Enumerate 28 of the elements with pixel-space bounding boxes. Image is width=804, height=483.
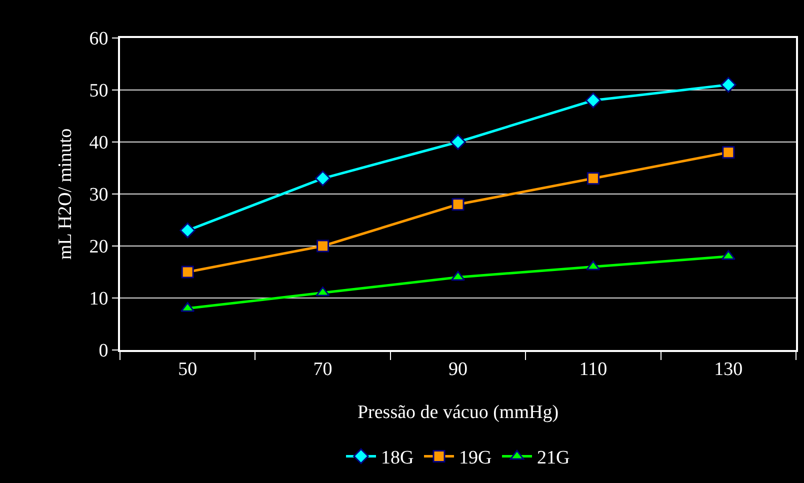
legend-label: 18G	[381, 448, 414, 469]
y-tick-label: 20	[89, 236, 108, 258]
point	[180, 222, 196, 238]
y-tick-label: 10	[89, 288, 108, 310]
x-tick-label: 110	[579, 358, 608, 380]
point	[722, 146, 735, 159]
y-tick-label: 50	[89, 80, 108, 102]
x-tick-label: 90	[448, 358, 468, 380]
y-tick-label: 0	[98, 340, 108, 362]
y-tick-label: 40	[89, 132, 108, 154]
point	[452, 198, 464, 211]
point	[720, 76, 736, 93]
point	[314, 170, 331, 186]
point	[450, 134, 466, 150]
legend-label: 19G	[459, 448, 492, 469]
legend-label: 21G	[537, 448, 570, 469]
x-tick-label: 130	[714, 358, 743, 380]
y-axis-title: mL H2O/ minuto	[55, 128, 76, 260]
y-tick-label: 60	[89, 28, 108, 50]
point	[316, 240, 330, 252]
x-tick-label: 50	[178, 358, 198, 380]
point	[181, 266, 194, 278]
point	[586, 172, 600, 185]
x-tick-label: 70	[313, 358, 332, 380]
y-tick-label: 30	[89, 184, 108, 206]
point	[450, 270, 466, 281]
x-axis-title: Pressão de vácuo (mmHg)	[357, 402, 559, 423]
point	[585, 92, 602, 108]
